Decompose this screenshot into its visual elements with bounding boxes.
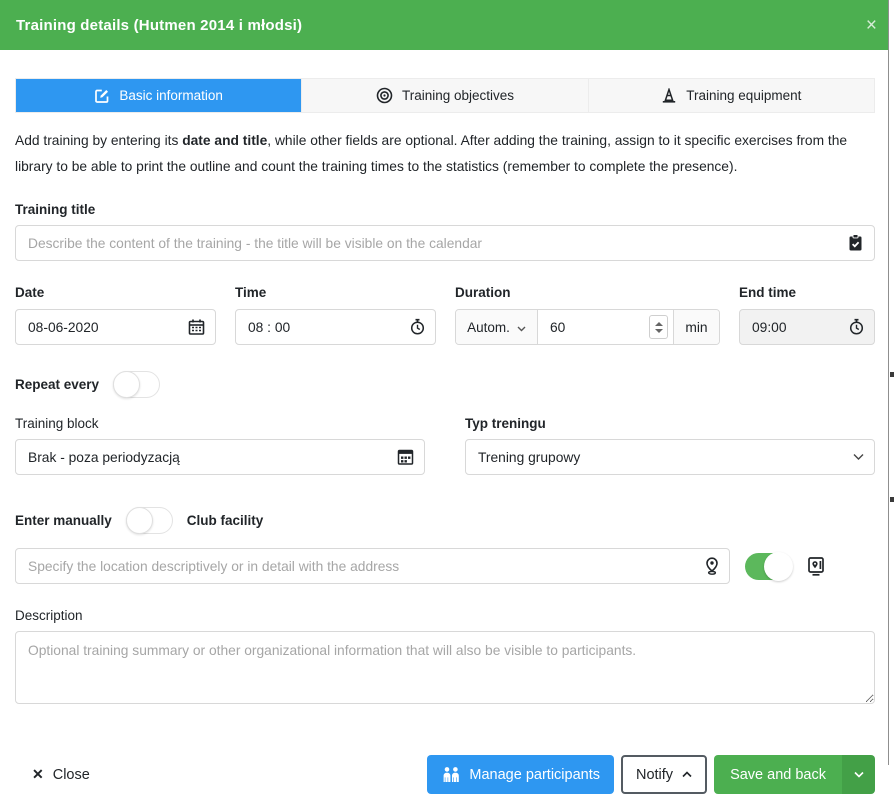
training-type-field: Typ treningu (465, 416, 875, 475)
training-block-label: Training block (15, 416, 99, 431)
toggle-knob (113, 371, 141, 398)
modal-title: Training details (Hutmen 2014 i młodsi) (16, 16, 303, 34)
enter-manually-label: Enter manually (15, 513, 112, 528)
tab-training-equipment[interactable]: Training equipment (588, 79, 874, 112)
training-title-input[interactable] (15, 225, 875, 261)
description-textarea[interactable] (15, 631, 875, 704)
training-type-label: Typ treningu (465, 416, 546, 431)
clock-icon[interactable] (410, 318, 425, 336)
duration-unit: min (673, 310, 719, 344)
date-label: Date (15, 285, 45, 300)
repeat-row: Repeat every (15, 371, 875, 398)
time-input[interactable] (235, 309, 436, 345)
training-type-value[interactable] (465, 439, 875, 475)
description-label: Description (15, 608, 83, 623)
clock-icon (849, 318, 864, 336)
club-facility-toggle[interactable] (745, 551, 793, 581)
calendar-grid-icon[interactable] (397, 449, 414, 466)
number-spinner[interactable] (649, 315, 668, 339)
notify-label: Notify (635, 766, 674, 783)
close-x-icon: ✕ (32, 766, 44, 782)
datetime-row: Date Time Duration (15, 285, 875, 345)
training-type-select[interactable] (465, 439, 875, 475)
modal-header: Training details (Hutmen 2014 i młodsi) … (0, 0, 895, 50)
save-and-back-button[interactable]: Save and back (714, 755, 842, 794)
modal-footer: ✕ Close Manage participants Notify (15, 755, 875, 794)
tab-basic-information[interactable]: Basic information (16, 79, 303, 112)
caret-down-icon (853, 771, 864, 778)
end-time-input[interactable] (739, 309, 875, 345)
close-button[interactable]: ✕ Close (32, 766, 90, 783)
duration-field: Duration Autom. 60 (455, 285, 720, 345)
close-icon[interactable]: × (865, 14, 877, 36)
training-title-label: Training title (15, 202, 96, 217)
location-mode-row: Enter manually Club facility (15, 507, 875, 534)
time-label: Time (235, 285, 267, 300)
chevron-down-icon (853, 454, 864, 461)
scrollbar-mark (890, 497, 894, 502)
repeat-toggle[interactable] (113, 371, 161, 398)
club-facility-label: Club facility (186, 513, 264, 528)
time-field: Time (235, 285, 436, 345)
training-block-field: Training block (15, 416, 425, 475)
duration-label: Duration (455, 285, 511, 300)
map-pin-icon[interactable] (705, 557, 719, 575)
toggle-knob (764, 551, 793, 581)
calendar-icon[interactable] (188, 319, 205, 336)
save-options-caret-button[interactable] (842, 755, 875, 794)
manage-participants-label: Manage participants (469, 766, 600, 783)
tab-label: Training objectives (401, 88, 515, 103)
date-field: Date (15, 285, 216, 345)
toggle-knob (125, 507, 153, 534)
caret-up-icon (682, 771, 692, 778)
date-input[interactable] (15, 309, 216, 345)
training-title-field (15, 225, 875, 261)
cone-icon (661, 87, 677, 104)
spinner-up-icon[interactable] (654, 321, 663, 326)
spinner-down-icon[interactable] (654, 328, 663, 333)
facility-map-icon[interactable] (807, 556, 826, 577)
intro-text: Add training by entering its date and ti… (15, 133, 848, 174)
manage-participants-button[interactable]: Manage participants (427, 755, 614, 794)
duration-value[interactable]: 60 (550, 319, 566, 335)
tab-bar: Basic information Training objectives Tr… (15, 78, 875, 113)
repeat-every-label: Repeat every (15, 377, 100, 392)
scrollbar[interactable] (888, 0, 895, 765)
location-row (15, 548, 875, 584)
target-icon (376, 87, 393, 104)
save-split-button: Save and back (714, 755, 875, 794)
save-and-back-label: Save and back (730, 766, 826, 783)
tab-label: Training equipment (686, 88, 802, 103)
close-label: Close (52, 766, 90, 783)
description-field: Description (15, 608, 875, 709)
tab-training-objectives[interactable]: Training objectives (302, 79, 589, 112)
end-time-field: End time (739, 285, 875, 345)
block-type-row: Training block Typ treningu (15, 416, 875, 475)
training-block-input[interactable] (15, 439, 425, 475)
location-input[interactable] (15, 548, 730, 584)
clipboard-check-icon[interactable] (847, 234, 864, 253)
end-time-label: End time (739, 285, 797, 300)
modal-body: Add training by entering its date and ti… (0, 128, 895, 794)
chevron-down-icon (517, 320, 526, 335)
tab-label: Basic information (119, 88, 223, 103)
duration-mode-value: Autom. (467, 319, 510, 335)
people-icon (441, 766, 461, 783)
edit-icon (94, 88, 110, 104)
notify-button[interactable]: Notify (620, 755, 708, 794)
scrollbar-mark (890, 372, 894, 377)
enter-manually-toggle[interactable] (125, 507, 173, 534)
duration-value-field: 60 (538, 310, 673, 344)
duration-mode-select[interactable]: Autom. (456, 310, 538, 344)
